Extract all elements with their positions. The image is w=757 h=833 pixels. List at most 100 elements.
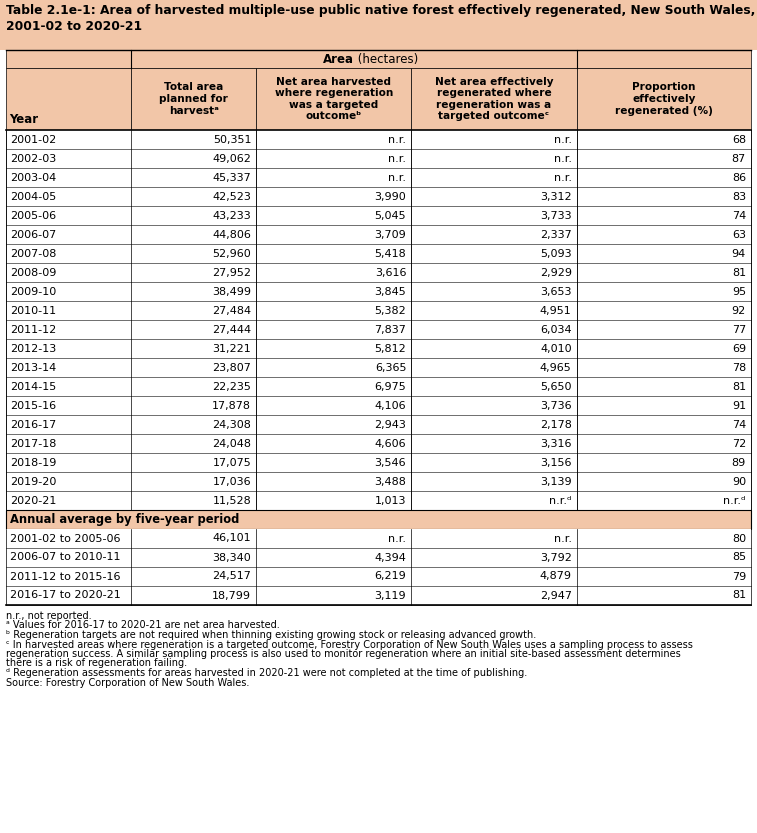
Text: 81: 81 xyxy=(732,591,746,601)
Text: 6,365: 6,365 xyxy=(375,362,407,372)
Text: 69: 69 xyxy=(732,343,746,353)
Bar xyxy=(131,472,257,491)
Bar xyxy=(257,529,411,548)
Bar xyxy=(411,130,577,149)
Bar xyxy=(411,529,577,548)
Bar xyxy=(6,586,131,605)
Text: 3,845: 3,845 xyxy=(375,287,407,297)
Bar xyxy=(577,377,751,396)
Bar xyxy=(577,434,751,453)
Bar xyxy=(131,415,257,434)
Text: 3,156: 3,156 xyxy=(540,457,572,467)
Text: 38,340: 38,340 xyxy=(213,552,251,562)
Text: 4,106: 4,106 xyxy=(375,401,407,411)
Text: 2012-13: 2012-13 xyxy=(10,343,56,353)
Bar xyxy=(6,149,131,168)
Bar xyxy=(6,320,131,339)
Bar xyxy=(411,225,577,244)
Bar xyxy=(411,339,577,358)
Text: 22,235: 22,235 xyxy=(213,382,251,392)
Text: 2008-09: 2008-09 xyxy=(10,267,56,277)
Bar xyxy=(577,187,751,206)
Text: 6,219: 6,219 xyxy=(375,571,407,581)
Bar xyxy=(6,282,131,301)
Bar xyxy=(0,0,757,50)
Text: 80: 80 xyxy=(732,533,746,543)
Text: 6,975: 6,975 xyxy=(375,382,407,392)
Text: Year: Year xyxy=(9,113,38,126)
Text: 2014-15: 2014-15 xyxy=(10,382,56,392)
Text: 2002-03: 2002-03 xyxy=(10,153,56,163)
Bar xyxy=(577,68,751,130)
Bar xyxy=(6,358,131,377)
Text: 49,062: 49,062 xyxy=(213,153,251,163)
Text: 2,178: 2,178 xyxy=(540,420,572,430)
Bar xyxy=(6,339,131,358)
Bar xyxy=(577,130,751,149)
Text: n.r., not reported.: n.r., not reported. xyxy=(6,611,92,621)
Bar xyxy=(257,282,411,301)
Text: 81: 81 xyxy=(732,382,746,392)
Bar xyxy=(257,130,411,149)
Bar xyxy=(6,434,131,453)
Text: 79: 79 xyxy=(732,571,746,581)
Bar xyxy=(6,50,751,68)
Text: 2016-17: 2016-17 xyxy=(10,420,56,430)
Bar xyxy=(257,586,411,605)
Text: Net area harvested
where regeneration
was a targeted
outcomeᵇ: Net area harvested where regeneration wa… xyxy=(275,77,393,122)
Text: 2015-16: 2015-16 xyxy=(10,401,56,411)
Bar xyxy=(131,301,257,320)
Text: 2,943: 2,943 xyxy=(375,420,407,430)
Text: Annual average by five-year period: Annual average by five-year period xyxy=(10,513,239,526)
Bar xyxy=(411,491,577,510)
Text: Net area effectively
regenerated where
regeneration was a
targeted outcomeᶜ: Net area effectively regenerated where r… xyxy=(435,77,553,122)
Text: 2,947: 2,947 xyxy=(540,591,572,601)
Bar xyxy=(131,586,257,605)
Bar xyxy=(131,434,257,453)
Text: 17,036: 17,036 xyxy=(213,476,251,486)
Text: 11,528: 11,528 xyxy=(213,496,251,506)
Text: 90: 90 xyxy=(732,476,746,486)
Bar xyxy=(577,301,751,320)
Text: 2019-20: 2019-20 xyxy=(10,476,56,486)
Bar xyxy=(6,491,131,510)
Text: 27,952: 27,952 xyxy=(212,267,251,277)
Text: n.r.: n.r. xyxy=(553,172,572,182)
Text: 24,517: 24,517 xyxy=(213,571,251,581)
Text: 3,139: 3,139 xyxy=(540,476,572,486)
Text: Total area
planned for
harvestᵃ: Total area planned for harvestᵃ xyxy=(159,82,228,116)
Bar xyxy=(577,244,751,263)
Text: 83: 83 xyxy=(732,192,746,202)
Text: 3,733: 3,733 xyxy=(540,211,572,221)
Text: n.r.: n.r. xyxy=(553,134,572,144)
Bar xyxy=(131,68,257,130)
Bar xyxy=(257,453,411,472)
Text: 46,101: 46,101 xyxy=(213,533,251,543)
Text: 24,308: 24,308 xyxy=(213,420,251,430)
Bar xyxy=(6,68,131,130)
Text: 74: 74 xyxy=(732,211,746,221)
Bar xyxy=(131,453,257,472)
Bar xyxy=(411,567,577,586)
Bar xyxy=(257,567,411,586)
Bar xyxy=(577,206,751,225)
Bar xyxy=(411,377,577,396)
Bar xyxy=(577,320,751,339)
Bar xyxy=(131,225,257,244)
Bar xyxy=(577,263,751,282)
Text: 63: 63 xyxy=(732,230,746,240)
Text: 31,221: 31,221 xyxy=(213,343,251,353)
Bar xyxy=(411,434,577,453)
Text: 95: 95 xyxy=(732,287,746,297)
Text: 2006-07 to 2010-11: 2006-07 to 2010-11 xyxy=(10,552,120,562)
Bar xyxy=(577,491,751,510)
Bar xyxy=(411,149,577,168)
Text: 2001-02 to 2005-06: 2001-02 to 2005-06 xyxy=(10,533,120,543)
Text: ᵇ Regeneration targets are not required when thinning existing growing stock or : ᵇ Regeneration targets are not required … xyxy=(6,630,536,640)
Text: 2,929: 2,929 xyxy=(540,267,572,277)
Text: n.r.ᵈ: n.r.ᵈ xyxy=(724,496,746,506)
Text: 3,488: 3,488 xyxy=(375,476,407,486)
Bar xyxy=(411,263,577,282)
Text: 27,484: 27,484 xyxy=(212,306,251,316)
Text: 4,394: 4,394 xyxy=(375,552,407,562)
